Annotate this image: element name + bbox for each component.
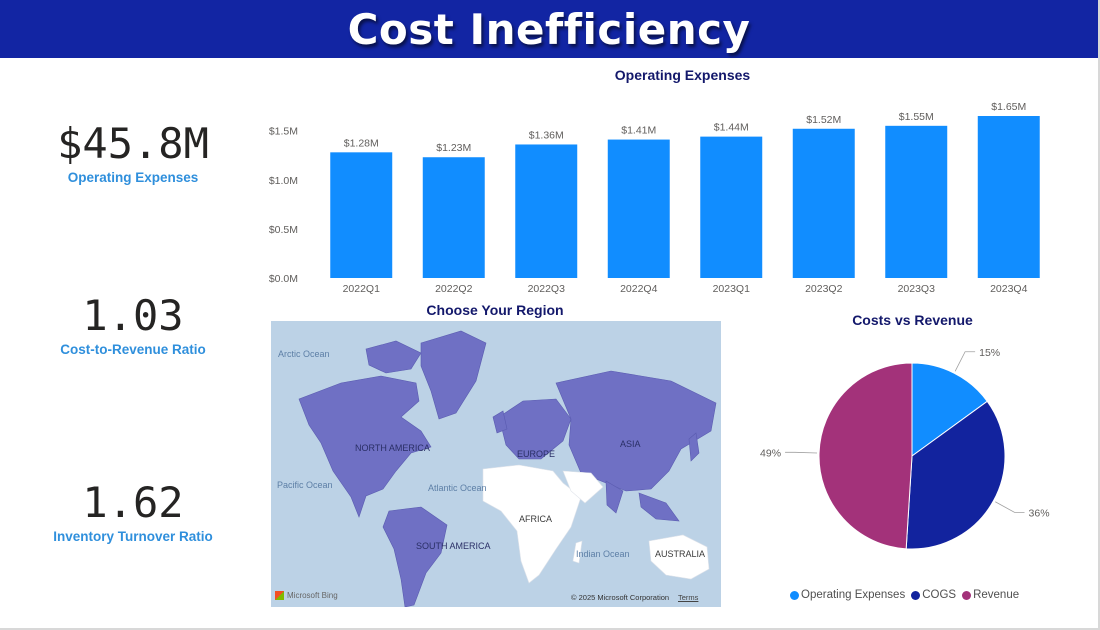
pie-slice-revenue (818, 362, 913, 550)
map-label-pacific: Pacific Ocean (277, 480, 333, 490)
y-tick-label: $1.5M (269, 126, 298, 138)
kpi-value: $45.8M (57, 119, 209, 168)
map-region-asia (555, 370, 717, 492)
pie-slice-operating-expenses (911, 362, 988, 457)
map-region-uk (492, 410, 508, 434)
map-region-south-america (382, 506, 448, 607)
map-label-europe: EUROPE (517, 449, 556, 459)
map-copyright: © 2025 Microsoft Corporation (571, 593, 670, 602)
pie-data-label: 15% (979, 347, 1000, 359)
kpi-card-operating-expenses[interactable]: $45.8M Operating Expenses (18, 119, 248, 186)
map-region-australia (648, 534, 710, 580)
leader-line (954, 351, 976, 372)
y-tick-label: $1.0M (269, 175, 298, 187)
bar-chart-title: Operating Expenses (614, 67, 751, 83)
x-tick-label: 2023Q2 (805, 283, 843, 295)
bar-2022Q4 (607, 139, 670, 278)
legend-label: Revenue (973, 589, 1020, 601)
map-region-arctic-islands (365, 340, 422, 374)
pie-slice-cogs (905, 400, 1006, 550)
data-label: $1.28M (344, 137, 379, 149)
kpi-label: Operating Expenses (67, 170, 199, 185)
data-label: $1.44M (714, 122, 749, 134)
bar-2022Q3 (515, 144, 578, 278)
legend-label: COGS (922, 589, 957, 601)
data-label: $1.23M (436, 142, 471, 154)
map-landmass (298, 330, 717, 607)
bing-brand: Microsoft Bing (287, 591, 338, 600)
operating-expenses-bar-chart[interactable]: $0.0M $0.5M $1.0M $1.5M $1.28M 2022Q1 $1.23M 20… (260, 88, 1060, 300)
x-tick-label: 2022Q4 (620, 283, 658, 295)
region-map[interactable]: Arctic Ocean NORTH AMERICA EUROPE ASIA P… (271, 321, 721, 607)
bar-2023Q4 (977, 116, 1040, 278)
x-tick-label: 2023Q4 (990, 283, 1028, 295)
bing-attribution: Microsoft Bing (275, 591, 338, 600)
bar-2022Q1 (330, 152, 393, 278)
map-region-middle-east (562, 470, 604, 504)
map-label-asia: ASIA (620, 439, 641, 449)
legend-item-operating-expenses[interactable]: Operating Expenses (790, 589, 905, 601)
map-terms-link[interactable]: Terms (678, 593, 699, 602)
y-tick-label: $0.0M (269, 273, 298, 285)
legend-label: Operating Expenses (801, 589, 906, 601)
bar-2023Q2 (792, 128, 855, 278)
map-label-africa: AFRICA (519, 514, 553, 524)
legend-item-revenue[interactable]: Revenue (962, 589, 1019, 601)
dashboard-header: Cost Inefficiency (0, 0, 1098, 58)
map-region-madagascar (572, 540, 583, 564)
kpi-label: Inventory Turnover Ratio (53, 529, 213, 544)
map-region-africa (482, 464, 582, 584)
data-label: $1.36M (529, 129, 564, 141)
bar-2023Q3 (885, 125, 948, 278)
frame-border-right (1098, 0, 1100, 630)
x-tick-label: 2022Q1 (343, 283, 381, 295)
kpi-value: 1.62 (82, 478, 184, 527)
map-region-north-america (298, 375, 432, 518)
data-label: $1.41M (621, 125, 656, 137)
page-title: Cost Inefficiency (347, 4, 751, 54)
x-tick-label: 2023Q1 (713, 283, 751, 295)
map-region-south-asia (605, 480, 624, 514)
bar-2022Q2 (422, 157, 485, 278)
map-region-japan (688, 432, 700, 462)
legend-dot-icon (790, 590, 799, 600)
legend-dot-icon (962, 590, 972, 600)
x-tick-label: 2022Q2 (435, 283, 473, 295)
x-tick-label: 2023Q3 (898, 283, 936, 295)
pie-chart-title: Costs vs Revenue (852, 312, 973, 328)
leader-line (995, 501, 1025, 513)
kpi-card-cost-to-revenue[interactable]: 1.03 Cost-to-Revenue Ratio (18, 291, 248, 358)
map-region-southeast-asia (638, 492, 680, 522)
data-label: $1.52M (806, 114, 841, 126)
legend-item-cogs[interactable]: COGS (911, 589, 956, 601)
x-tick-label: 2022Q3 (528, 283, 566, 295)
data-label: $1.55M (899, 111, 934, 123)
map-label-arctic: Arctic Ocean (278, 349, 330, 359)
y-tick-label: $0.5M (269, 224, 298, 236)
map-label-north-america: NORTH AMERICA (355, 443, 430, 453)
map-label-atlantic: Atlantic Ocean (428, 483, 487, 493)
frame-border-bottom (0, 628, 1100, 630)
kpi-card-inventory-turnover[interactable]: 1.62 Inventory Turnover Ratio (18, 478, 248, 545)
kpi-value: 1.03 (82, 291, 184, 340)
map-title: Choose Your Region (426, 302, 564, 318)
pie-data-label: 49% (760, 447, 781, 459)
map-region-greenland (420, 330, 487, 420)
data-label: $1.65M (991, 101, 1026, 113)
map-label-indian: Indian Ocean (576, 549, 630, 559)
legend-dot-icon (911, 590, 921, 600)
leader-line (785, 451, 818, 454)
pie-data-label: 36% (1029, 507, 1050, 519)
map-region-europe (498, 398, 572, 460)
bing-logo-icon (275, 591, 284, 600)
kpi-label: Cost-to-Revenue Ratio (60, 342, 206, 357)
map-label-australia: AUSTRALIA (655, 549, 706, 559)
bar-2023Q1 (700, 136, 763, 278)
pie-legend: Operating Expenses COGS Revenue (790, 589, 1040, 601)
map-label-south-america: SOUTH AMERICA (416, 541, 491, 551)
costs-vs-revenue-pie-chart[interactable]: 15% 36% 49% (760, 340, 1060, 570)
